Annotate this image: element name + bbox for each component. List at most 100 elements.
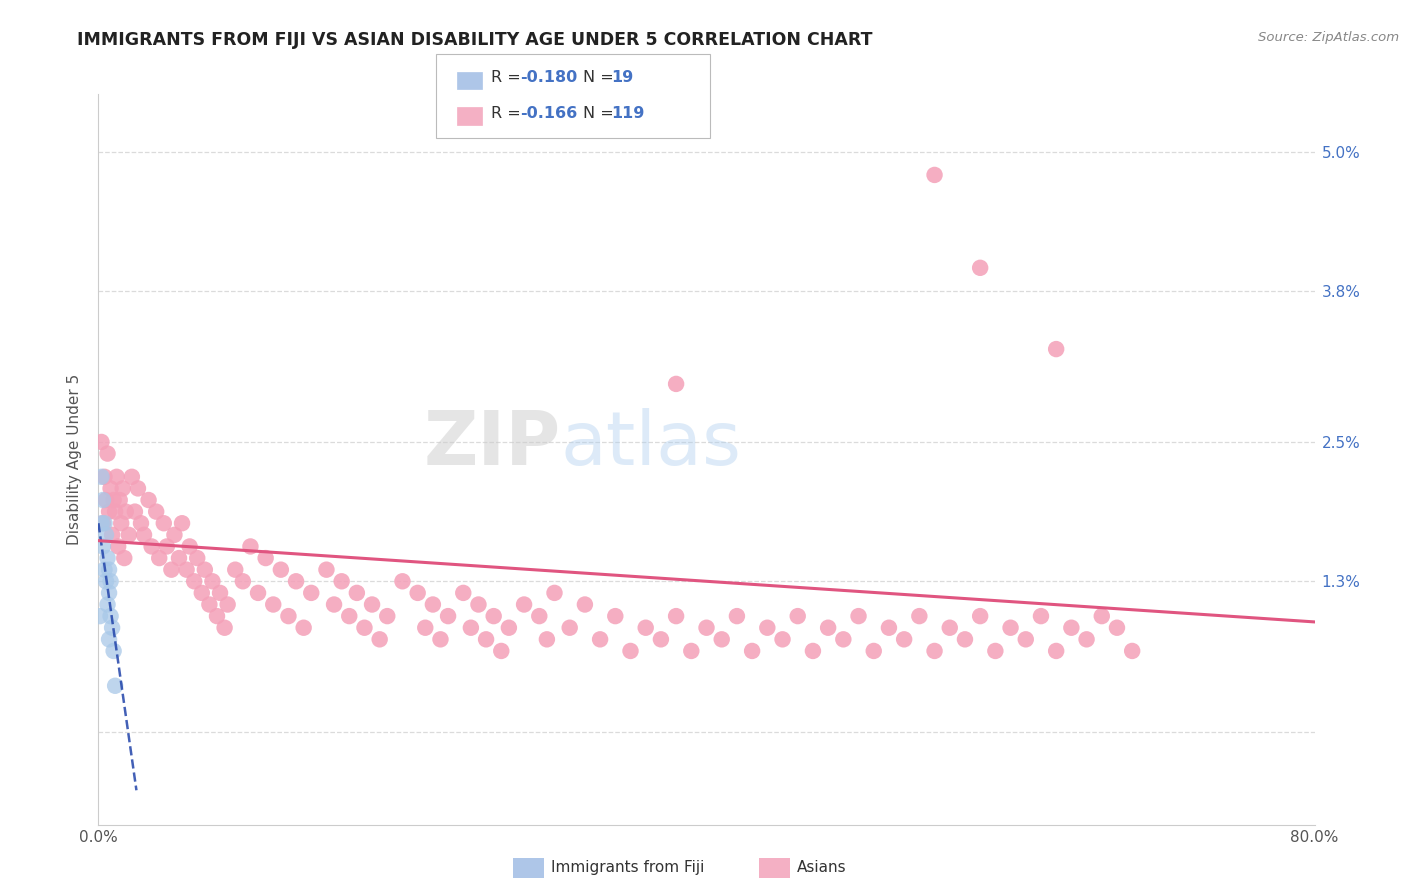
Point: [232, 574, 254, 589]
Point: [91, 493, 114, 508]
Point: [1121, 644, 1143, 658]
Point: [96, 551, 118, 566]
Point: [101, 621, 124, 635]
Text: -0.166: -0.166: [520, 106, 578, 120]
Point: [939, 621, 962, 635]
Point: [619, 644, 641, 658]
Point: [101, 528, 124, 542]
Point: [129, 516, 152, 531]
Point: [558, 621, 581, 635]
Point: [118, 528, 141, 542]
Point: [94, 574, 117, 589]
Point: [90, 470, 112, 484]
Point: [285, 574, 308, 589]
Point: [710, 632, 733, 647]
Point: [536, 632, 558, 647]
Text: IMMIGRANTS FROM FIJI VS ASIAN DISABILITY AGE UNDER 5 CORRELATION CHART: IMMIGRANTS FROM FIJI VS ASIAN DISABILITY…: [77, 31, 873, 49]
Point: [756, 621, 779, 635]
Text: N =: N =: [583, 70, 620, 85]
Text: 19: 19: [612, 70, 634, 85]
Point: [214, 621, 236, 635]
Point: [634, 621, 657, 635]
Point: [725, 609, 748, 624]
Point: [529, 609, 551, 624]
Point: [90, 516, 112, 531]
Point: [337, 609, 360, 624]
Point: [277, 609, 299, 624]
Point: [127, 482, 149, 496]
Point: [91, 516, 114, 531]
Point: [104, 679, 127, 693]
Point: [413, 621, 436, 635]
Point: [100, 482, 122, 496]
Point: [98, 586, 121, 600]
Point: [170, 516, 193, 531]
Point: [132, 528, 155, 542]
Text: 119: 119: [612, 106, 645, 120]
Point: [205, 609, 228, 624]
Point: [1060, 621, 1083, 635]
Point: [94, 493, 117, 508]
Point: [862, 644, 884, 658]
Point: [422, 598, 444, 612]
Point: [94, 528, 117, 542]
Point: [361, 598, 384, 612]
Point: [877, 621, 900, 635]
Point: [696, 621, 718, 635]
Point: [194, 563, 217, 577]
Point: [108, 493, 131, 508]
Text: Source: ZipAtlas.com: Source: ZipAtlas.com: [1258, 31, 1399, 45]
Point: [138, 493, 160, 508]
Point: [650, 632, 672, 647]
Point: [832, 632, 855, 647]
Text: Immigrants from Fiji: Immigrants from Fiji: [551, 860, 704, 874]
Point: [100, 574, 122, 589]
Point: [292, 621, 315, 635]
Point: [437, 609, 460, 624]
Point: [191, 586, 214, 600]
Point: [375, 609, 398, 624]
Point: [112, 551, 135, 566]
Point: [543, 586, 565, 600]
Point: [247, 586, 270, 600]
Text: atlas: atlas: [561, 409, 741, 482]
Point: [93, 563, 115, 577]
Point: [1015, 632, 1038, 647]
Point: [801, 644, 824, 658]
Point: [908, 609, 931, 624]
Point: [330, 574, 353, 589]
Text: Asians: Asians: [797, 860, 846, 874]
Point: [665, 609, 688, 624]
Point: [93, 470, 115, 484]
Point: [224, 563, 246, 577]
Point: [176, 563, 198, 577]
Y-axis label: Disability Age Under 5: Disability Age Under 5: [67, 374, 83, 545]
Point: [969, 260, 991, 275]
Point: [209, 586, 232, 600]
Point: [1105, 621, 1128, 635]
Point: [893, 632, 915, 647]
Point: [589, 632, 612, 647]
Point: [953, 632, 976, 647]
Point: [239, 540, 262, 554]
Text: R =: R =: [491, 70, 526, 85]
Point: [315, 563, 337, 577]
Point: [1091, 609, 1114, 624]
Text: -0.180: -0.180: [520, 70, 578, 85]
Point: [103, 493, 125, 508]
Point: [145, 505, 167, 519]
Text: ZIP: ZIP: [423, 409, 561, 482]
Point: [353, 621, 375, 635]
Point: [368, 632, 391, 647]
Point: [1076, 632, 1098, 647]
Point: [270, 563, 292, 577]
Point: [163, 528, 186, 542]
Point: [152, 516, 174, 531]
Point: [924, 644, 946, 658]
Point: [1029, 609, 1052, 624]
Point: [156, 540, 179, 554]
Point: [491, 644, 513, 658]
Point: [96, 598, 118, 612]
Point: [346, 586, 368, 600]
Point: [103, 644, 125, 658]
